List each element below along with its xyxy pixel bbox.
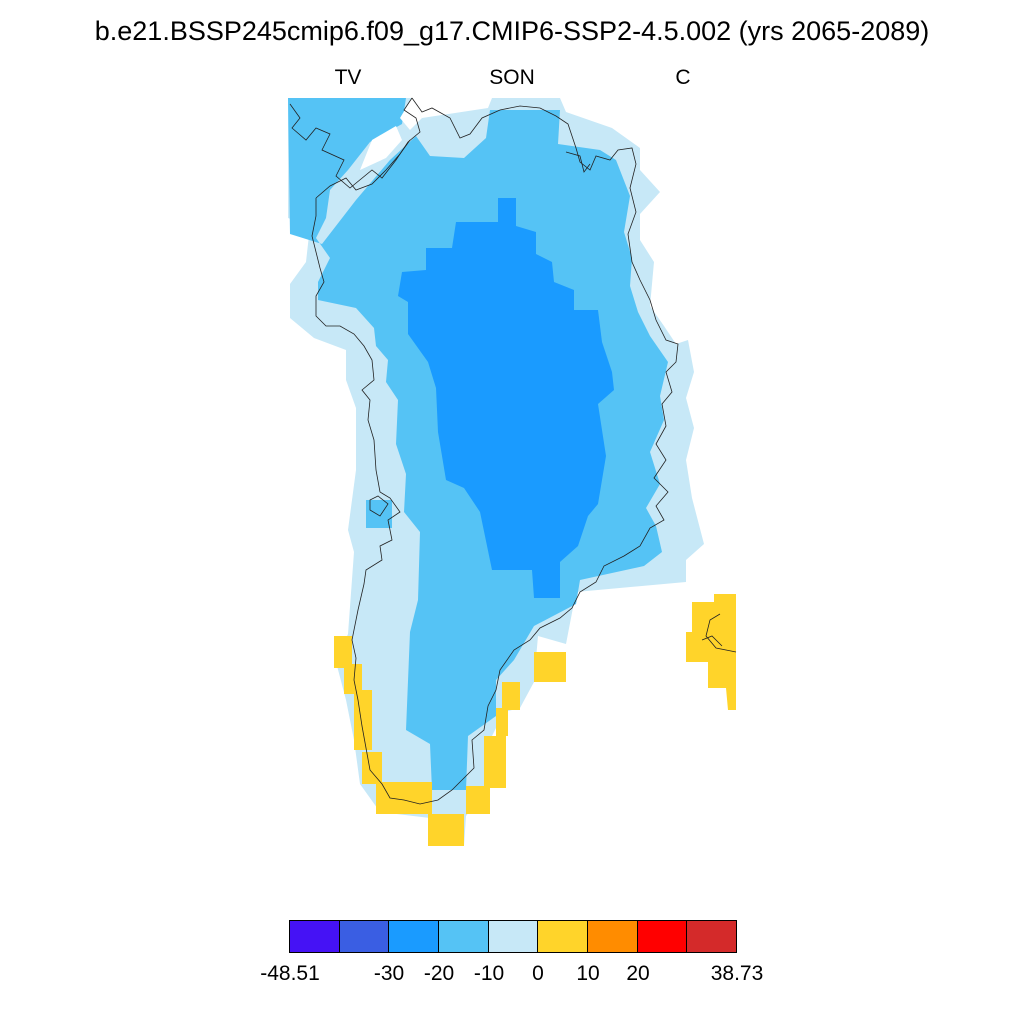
colorbar-tick-label: -48.51: [260, 962, 320, 985]
colorbar-box-1: [339, 921, 390, 952]
colorbar-tick-label: 38.73: [710, 962, 764, 985]
units-label: C: [675, 66, 691, 89]
notch-n: [400, 98, 422, 130]
colorbar-box-0: [290, 921, 340, 952]
season-label: SON: [489, 66, 535, 89]
colorbar-tick-label: -20: [423, 962, 455, 985]
notch-nw: [360, 126, 402, 170]
colorbar-box-3: [439, 921, 489, 952]
colorbar-tick-label: -30: [373, 962, 405, 985]
variable-label: TV: [334, 66, 362, 89]
colorbar: [289, 920, 737, 953]
colorbar-box-6: [588, 921, 638, 952]
colorbar-box-7: [637, 921, 688, 952]
colorbar-box-2: [389, 921, 440, 952]
colorbar-tick-label: 0: [532, 962, 544, 985]
plot-title: b.e21.BSSP245cmip6.f09_g17.CMIP6-SSP2-4.…: [94, 16, 930, 46]
colorbar-box-4: [488, 921, 539, 952]
colorbar-box-5: [538, 921, 589, 952]
colorbar-tick-label: 10: [576, 962, 600, 985]
region-deep: [398, 198, 614, 598]
coastline: [289, 97, 737, 805]
warm-cells: [334, 636, 566, 846]
colorbar-box-8: [687, 921, 737, 952]
colorbar-tick-label: 20: [626, 962, 650, 985]
warm-island: [686, 594, 736, 710]
colorbar-tick-label: -10: [473, 962, 505, 985]
